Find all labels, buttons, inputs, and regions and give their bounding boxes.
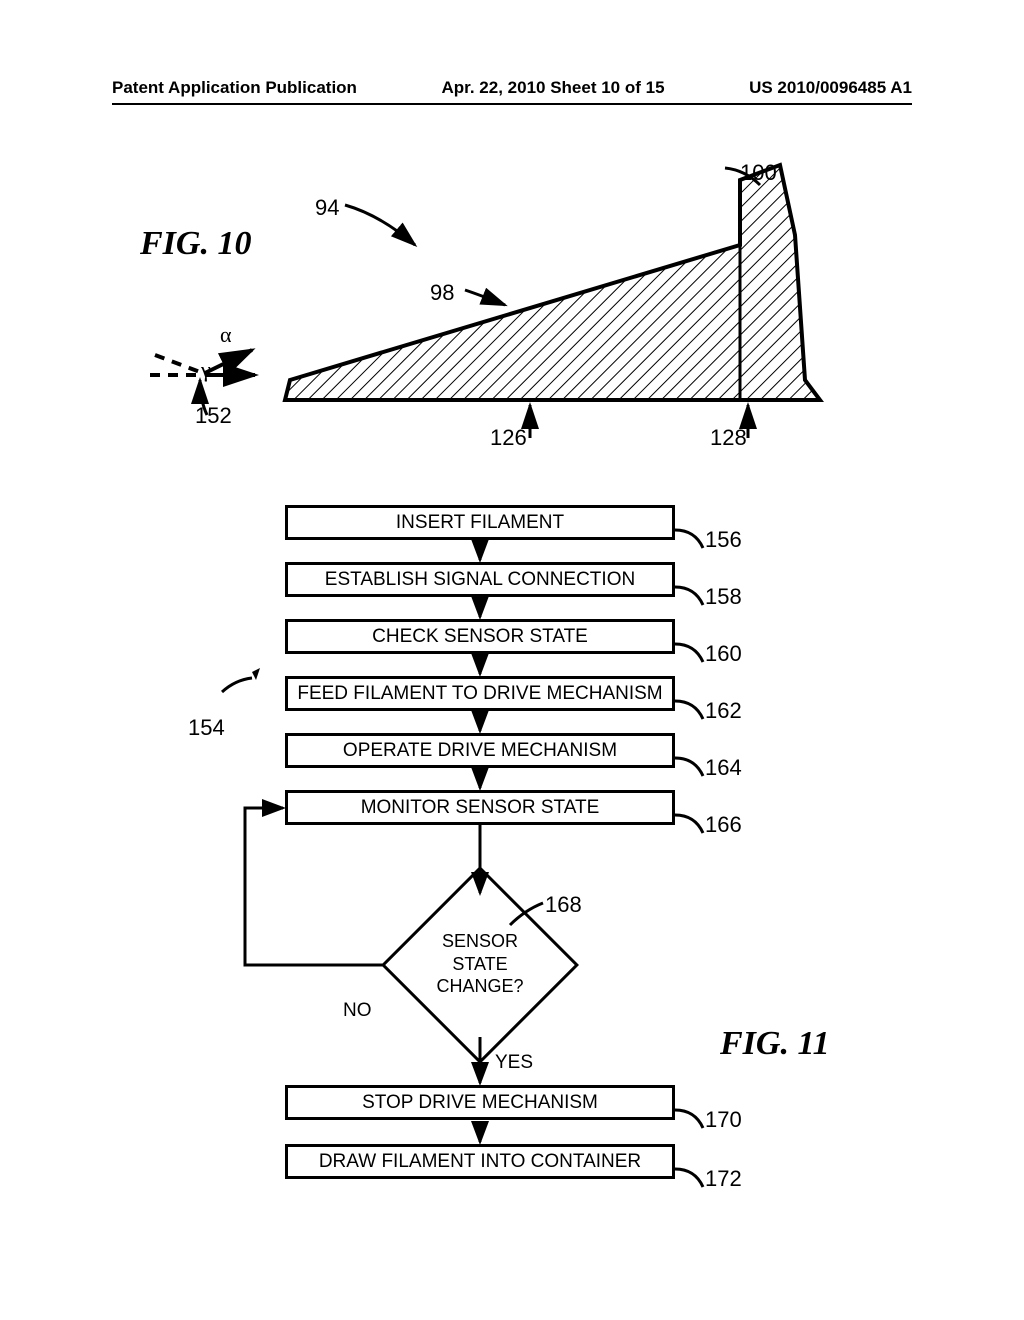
ref-94: 94 [315, 195, 339, 221]
ref-162: 162 [705, 698, 742, 724]
ref-156: 156 [705, 527, 742, 553]
decision-no: NO [343, 1000, 372, 1022]
ref-154: 154 [188, 715, 225, 741]
header-right: US 2010/0096485 A1 [749, 78, 912, 98]
page-header: Patent Application Publication Apr. 22, … [112, 78, 912, 105]
ref-98: 98 [430, 280, 454, 306]
gamma: γ [201, 357, 211, 383]
ref-172: 172 [705, 1166, 742, 1192]
flow-step-166: MONITOR SENSOR STATE [285, 790, 675, 825]
ref-168: 168 [545, 892, 582, 918]
flow-step-170: STOP DRIVE MECHANISM [285, 1085, 675, 1120]
flow-step-156: INSERT FILAMENT [285, 505, 675, 540]
fig10-label: FIG. 10 [140, 225, 251, 263]
fig10-drawing [250, 160, 870, 450]
ref-164: 164 [705, 755, 742, 781]
ref-152: 152 [195, 403, 232, 429]
flow-step-158: ESTABLISH SIGNAL CONNECTION [285, 562, 675, 597]
header-center: Apr. 22, 2010 Sheet 10 of 15 [442, 78, 665, 98]
flow-step-162: FEED FILAMENT TO DRIVE MECHANISM [285, 676, 675, 711]
ref-100: 100 [740, 160, 777, 186]
decision-text: SENSOR STATE CHANGE? [410, 930, 550, 998]
ref-126: 126 [490, 425, 527, 451]
ref-158: 158 [705, 584, 742, 610]
ref-128: 128 [710, 425, 747, 451]
alpha: α [220, 322, 232, 348]
decision-yes: YES [495, 1052, 533, 1074]
flow-step-172: DRAW FILAMENT INTO CONTAINER [285, 1144, 675, 1179]
ref-166: 166 [705, 812, 742, 838]
fig11-label: FIG. 11 [720, 1025, 830, 1063]
flow-step-160: CHECK SENSOR STATE [285, 619, 675, 654]
ref-170: 170 [705, 1107, 742, 1133]
ref-160: 160 [705, 641, 742, 667]
flow-step-164: OPERATE DRIVE MECHANISM [285, 733, 675, 768]
header-left: Patent Application Publication [112, 78, 357, 98]
